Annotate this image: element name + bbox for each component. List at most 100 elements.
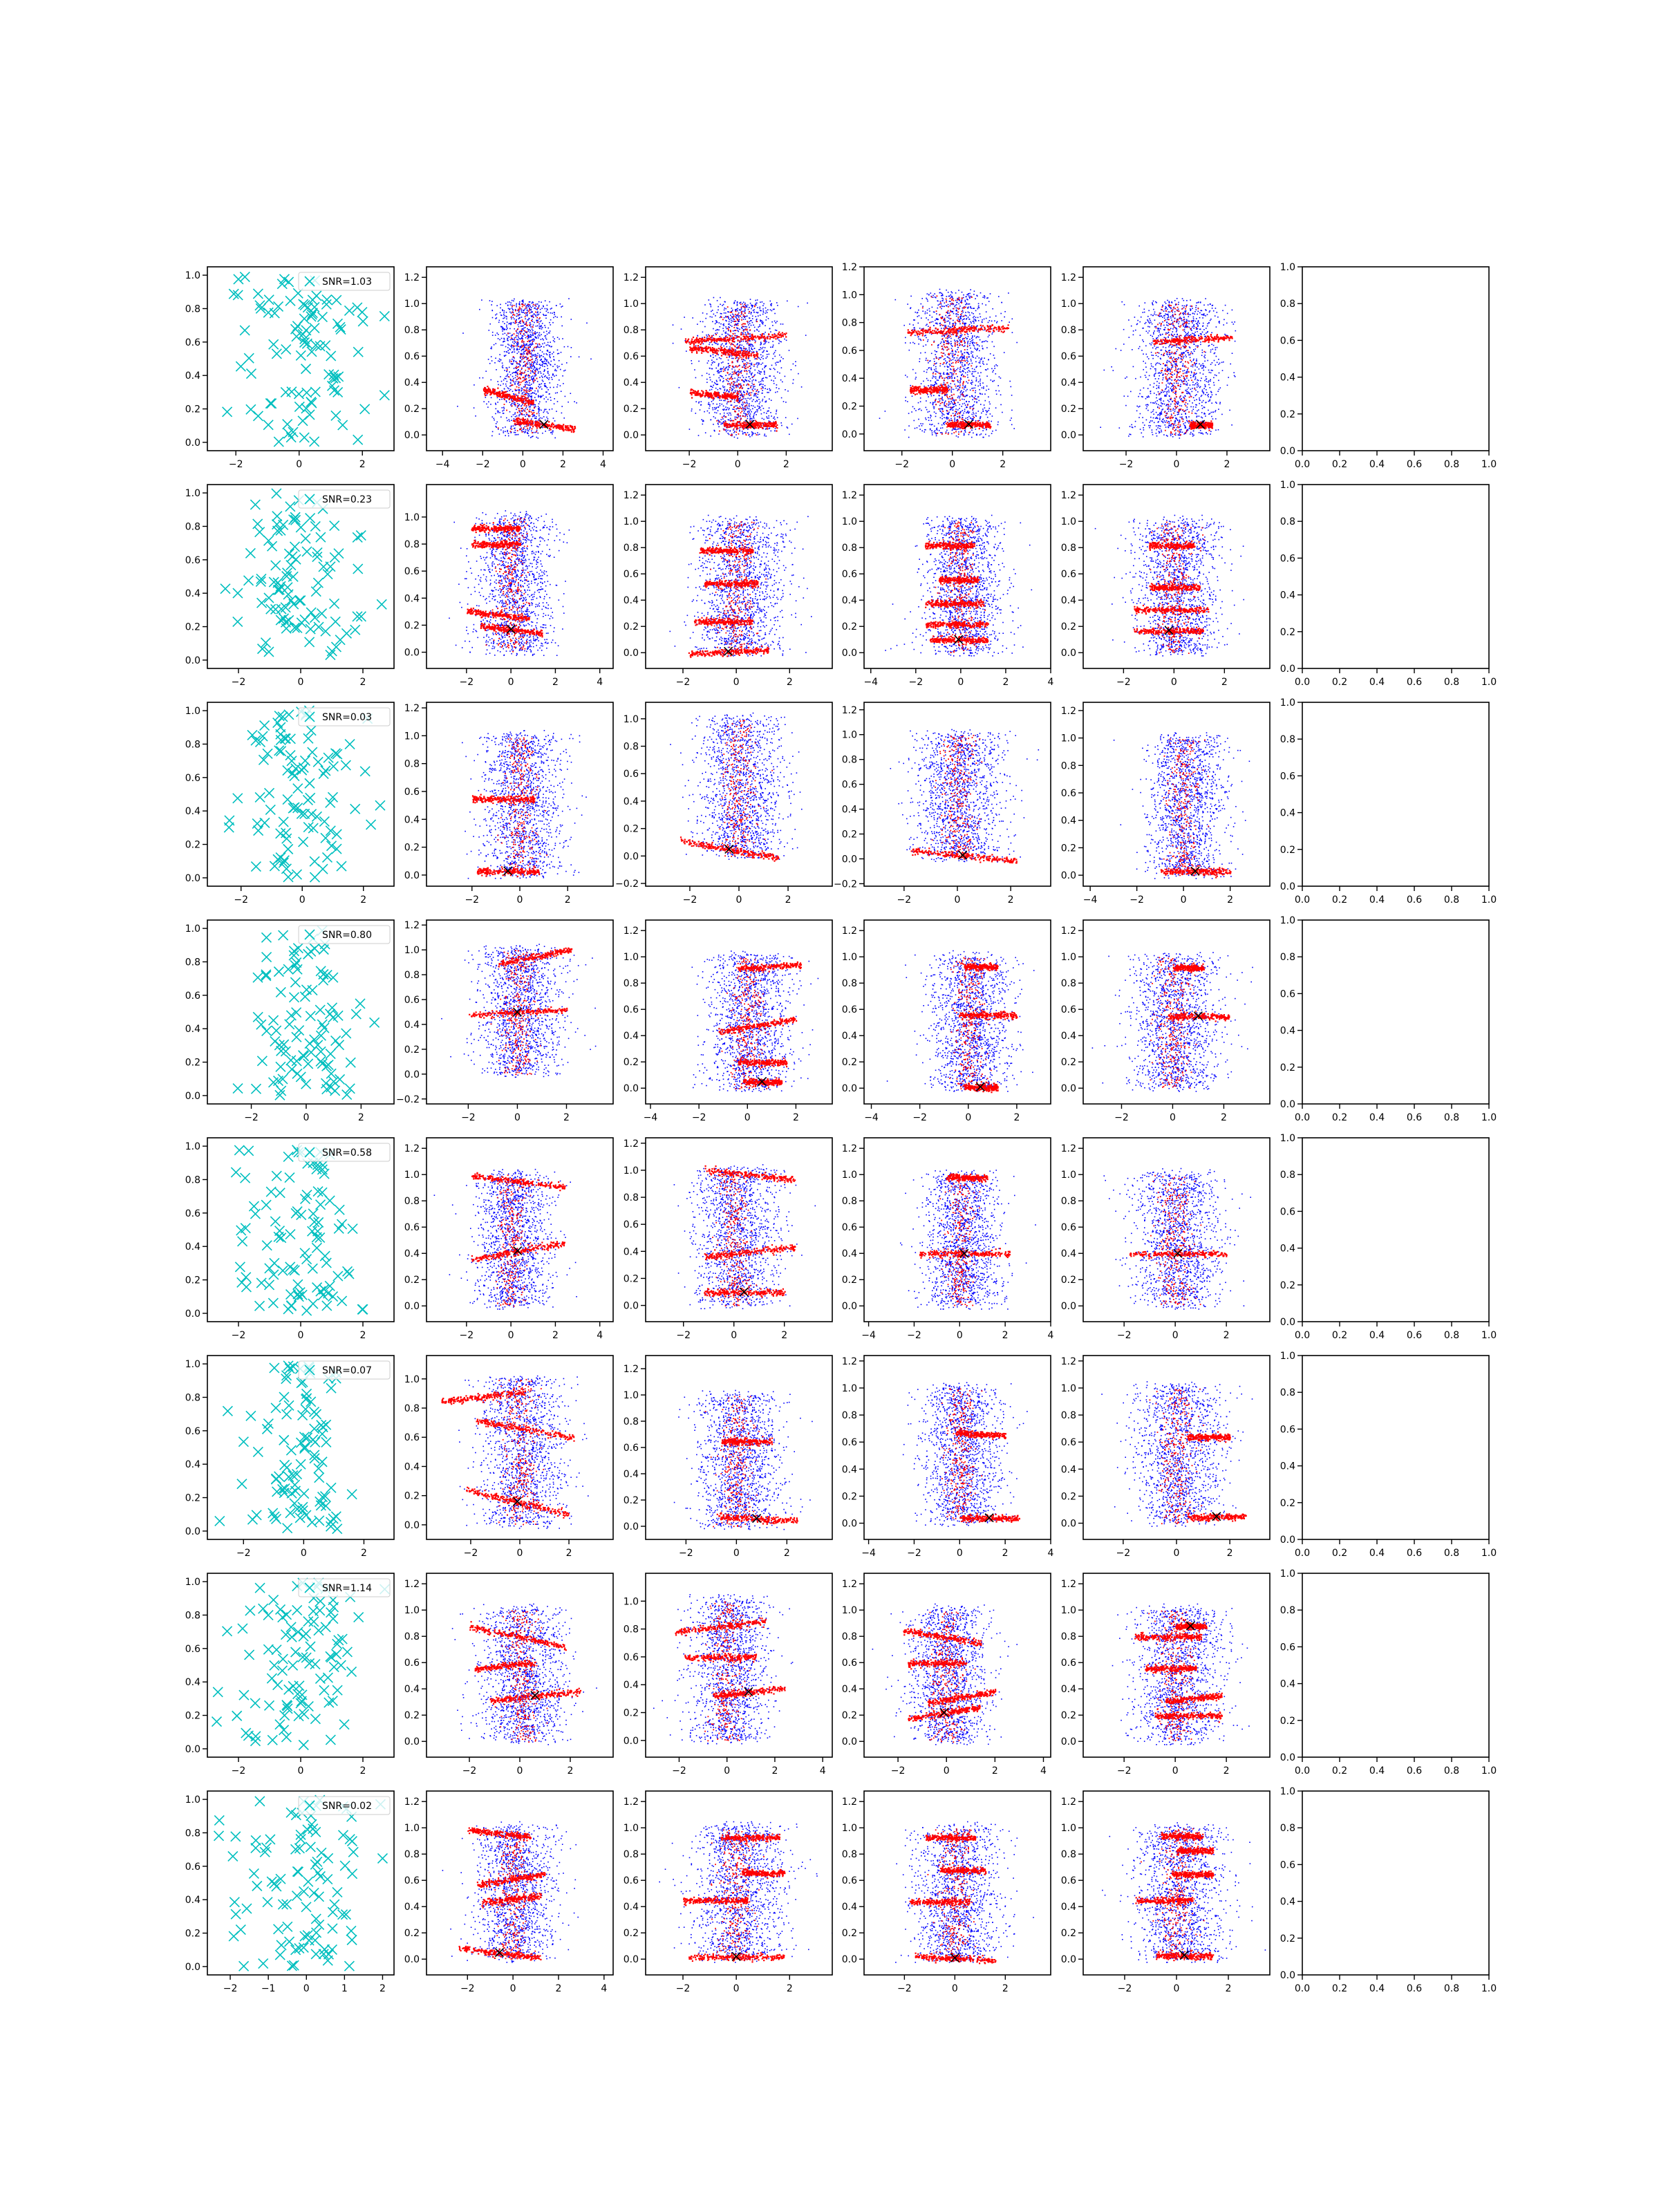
posterior-point	[501, 381, 503, 382]
posterior-point	[511, 416, 512, 418]
posterior-point	[510, 404, 512, 406]
x-tick-label: 0	[735, 459, 741, 470]
mode-point	[525, 379, 526, 381]
posterior-point	[959, 415, 960, 417]
mode-point	[729, 354, 730, 355]
posterior-point	[772, 358, 774, 359]
posterior-point	[709, 342, 711, 344]
posterior-point	[518, 390, 520, 391]
posterior-point	[536, 303, 537, 305]
mode-point	[537, 321, 538, 323]
posterior-point	[742, 395, 744, 396]
mode-point	[719, 397, 720, 399]
mode-point	[740, 407, 741, 409]
posterior-point	[489, 324, 491, 325]
posterior-point	[559, 360, 560, 362]
posterior-point	[722, 418, 724, 420]
posterior-point	[735, 391, 736, 393]
mode-point	[521, 402, 523, 403]
mode-point	[732, 393, 733, 395]
posterior-point	[780, 361, 781, 362]
mode-point	[753, 384, 755, 385]
posterior-point	[538, 337, 539, 339]
posterior-point	[743, 341, 744, 342]
posterior-point	[747, 418, 749, 420]
posterior-point	[532, 366, 533, 367]
mode-point	[731, 350, 732, 351]
posterior-point	[541, 346, 542, 348]
mode-point	[706, 390, 707, 391]
posterior-point	[793, 379, 794, 381]
posterior-point	[547, 387, 548, 388]
posterior-point	[749, 360, 751, 362]
mode-point	[517, 376, 518, 377]
posterior-point	[556, 366, 558, 367]
posterior-point	[715, 315, 716, 317]
posterior-point	[544, 409, 545, 411]
posterior-point	[539, 357, 541, 358]
mode-point	[712, 352, 713, 353]
posterior-point	[739, 398, 740, 400]
posterior-point	[762, 352, 763, 353]
posterior-point	[511, 319, 512, 320]
posterior-point	[759, 324, 760, 326]
posterior-point	[695, 345, 697, 346]
posterior-point	[549, 409, 550, 411]
posterior-point	[505, 384, 507, 385]
posterior-point	[545, 375, 546, 377]
posterior-point	[711, 419, 712, 420]
mode-point	[741, 307, 742, 308]
mode-point	[716, 420, 718, 422]
posterior-point	[753, 415, 755, 416]
posterior-point	[747, 350, 749, 351]
posterior-point	[520, 364, 521, 366]
mode-point	[747, 371, 748, 373]
mode-point	[731, 382, 733, 384]
mode-point	[484, 393, 485, 395]
mode-point	[743, 429, 744, 430]
posterior-point	[746, 335, 747, 336]
posterior-point	[731, 368, 733, 370]
mode-point	[725, 423, 727, 424]
posterior-point	[506, 386, 507, 387]
mode-point	[742, 324, 743, 326]
mode-point	[727, 372, 729, 373]
mode-point	[527, 358, 528, 359]
mode-point	[740, 386, 742, 388]
posterior-point	[750, 413, 751, 415]
posterior-point	[709, 402, 710, 404]
posterior-point	[718, 371, 719, 372]
posterior-point	[770, 389, 771, 391]
mode-point	[763, 340, 765, 341]
posterior-point	[504, 388, 505, 390]
mode-point	[498, 395, 500, 397]
mode-point	[693, 343, 695, 344]
posterior-point	[765, 340, 767, 341]
mode-point	[720, 347, 722, 348]
posterior-point	[767, 377, 768, 379]
posterior-point	[948, 326, 949, 327]
mode-point	[736, 395, 738, 397]
posterior-point	[751, 352, 753, 353]
posterior-point	[743, 346, 744, 348]
posterior-point	[739, 329, 740, 330]
mode-point	[782, 334, 784, 335]
posterior-point	[950, 359, 952, 361]
posterior-point	[550, 356, 551, 357]
mode-point	[520, 371, 521, 372]
posterior-point	[720, 375, 722, 377]
posterior-point	[754, 348, 756, 349]
posterior-point	[504, 310, 505, 312]
posterior-point	[512, 300, 513, 301]
mode-point	[727, 337, 728, 338]
posterior-point	[518, 324, 519, 326]
posterior-point	[532, 392, 534, 393]
posterior-point	[750, 350, 751, 352]
posterior-point	[503, 318, 504, 319]
posterior-point	[521, 312, 523, 313]
posterior-point	[706, 379, 708, 380]
y-tick-label: 0.2	[185, 404, 200, 415]
posterior-point	[518, 351, 520, 353]
posterior-point	[712, 310, 713, 311]
posterior-point	[728, 326, 729, 328]
